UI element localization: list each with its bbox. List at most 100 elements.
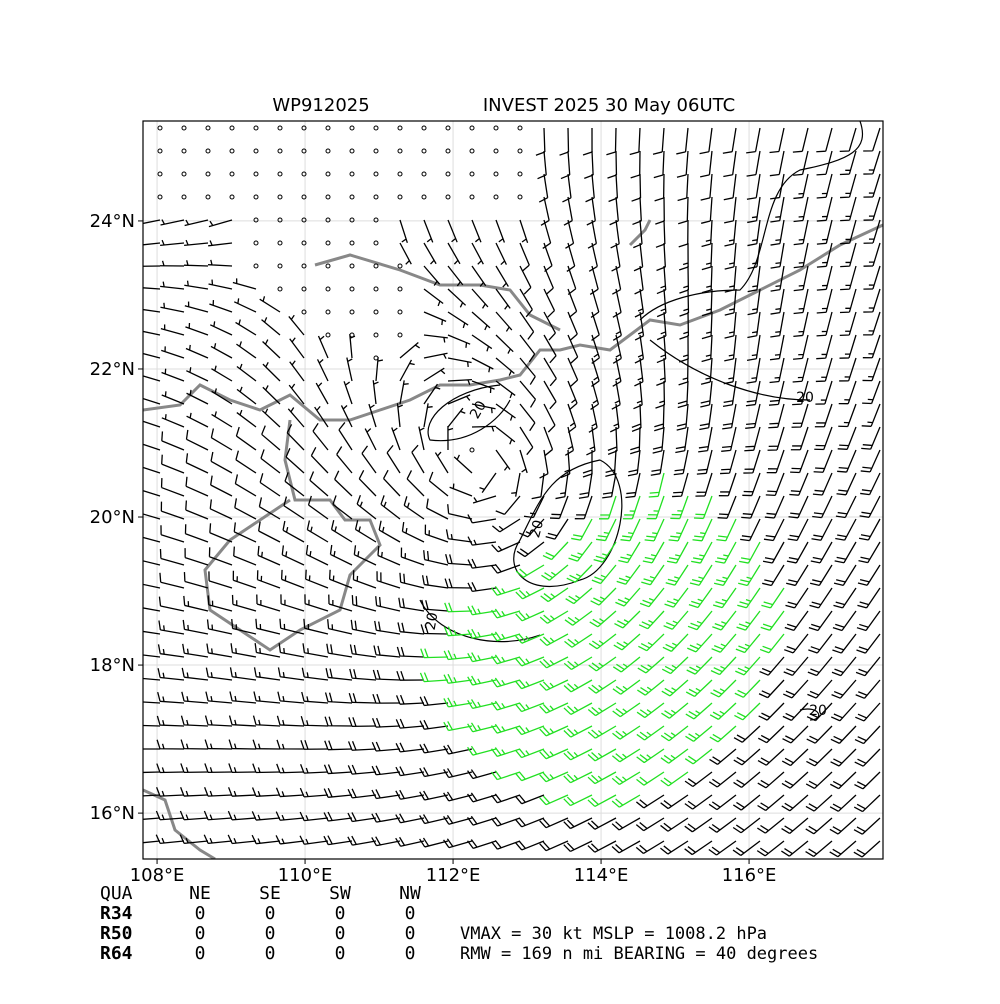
- coastline: [143, 788, 216, 859]
- wind-barb: [830, 725, 857, 744]
- calm-marker: [373, 148, 379, 154]
- calm-marker: [373, 263, 379, 269]
- wind-barb: [539, 610, 569, 624]
- wind-barb: [467, 722, 497, 733]
- wind-barb: [676, 150, 689, 178]
- wind-barb: [257, 545, 281, 566]
- wind-barb: [636, 702, 665, 719]
- wind-barb: [627, 449, 641, 477]
- wind-barb: [349, 334, 356, 359]
- wind-barb: [792, 380, 809, 406]
- table-cell: 0: [195, 943, 206, 964]
- calm-marker: [373, 286, 379, 292]
- wind-barb: [840, 219, 857, 245]
- wind-barb: [299, 787, 329, 798]
- wind-barb: [276, 739, 305, 750]
- wind-barb: [853, 794, 881, 813]
- wind-barb: [756, 840, 785, 857]
- wind-barb: [158, 596, 185, 612]
- wind-barb: [566, 242, 576, 272]
- wind-barb: [515, 587, 545, 600]
- calm-marker: [277, 286, 283, 292]
- wind-barb: [724, 242, 737, 270]
- wind-barb: [375, 596, 401, 612]
- wind-barb: [837, 426, 857, 450]
- wind-barb: [613, 633, 641, 651]
- wind-barb: [571, 518, 593, 541]
- wind-barb: [143, 513, 161, 520]
- wind-barb: [236, 386, 257, 405]
- wind-barb: [676, 403, 689, 431]
- wind-barb: [143, 489, 161, 497]
- wind-barb: [156, 715, 185, 727]
- wind-barb: [258, 497, 281, 520]
- wind-barb: [747, 219, 761, 247]
- wind-barb: [261, 317, 281, 336]
- wind-barb: [443, 650, 473, 661]
- wind-barb: [453, 454, 473, 474]
- wind-barb: [358, 470, 377, 497]
- wind-barb: [563, 679, 593, 693]
- wind-barb: [831, 656, 857, 677]
- wind-barb: [282, 520, 305, 543]
- wind-barb: [765, 472, 785, 497]
- wind-barb: [259, 473, 281, 497]
- wind-barb: [361, 445, 377, 474]
- wind-barb: [519, 288, 533, 318]
- wind-barb: [515, 633, 545, 644]
- wind-barb: [609, 403, 620, 433]
- wind-barb: [444, 578, 473, 589]
- wind-barb: [346, 357, 353, 382]
- wind-barb: [373, 645, 401, 658]
- wind-barb: [301, 667, 329, 681]
- wind-barb: [184, 548, 209, 566]
- wind-barb: [738, 564, 761, 587]
- wind-barb: [519, 518, 545, 538]
- wind-barb: [732, 817, 761, 834]
- wind-barb: [399, 359, 415, 382]
- wind-barb: [562, 173, 572, 203]
- wind-barb: [445, 529, 473, 543]
- calm-marker: [373, 125, 379, 131]
- wind-barb: [695, 472, 713, 497]
- table-header-cell: SW: [329, 883, 351, 904]
- wind-barb: [829, 794, 857, 812]
- wind-barb: [398, 597, 425, 612]
- y-tick-label: 20°N: [90, 507, 135, 528]
- calm-marker: [445, 194, 451, 200]
- wind-barb: [733, 771, 761, 788]
- wind-barb: [495, 311, 513, 332]
- wind-barb: [519, 449, 528, 474]
- calm-marker: [229, 171, 235, 177]
- wind-barb: [653, 150, 665, 179]
- wind-barb: [693, 495, 713, 520]
- wind-barb: [639, 587, 665, 608]
- y-tick-label: 22°N: [90, 359, 135, 380]
- wind-barb: [349, 644, 377, 658]
- calm-marker: [301, 125, 307, 131]
- wind-barb: [587, 771, 617, 785]
- wind-barb: [235, 319, 257, 336]
- wind-barb: [471, 311, 491, 331]
- wind-barb: [769, 150, 785, 177]
- wind-barb: [700, 380, 713, 408]
- wind-barb: [156, 739, 185, 750]
- wind-barb: [400, 547, 425, 566]
- wind-barb: [143, 397, 161, 405]
- calm-marker: [325, 240, 331, 246]
- table-cell: R64: [100, 943, 133, 964]
- wind-barb: [182, 619, 209, 635]
- wind-barb: [605, 449, 617, 478]
- wind-barb: [568, 541, 593, 562]
- wind-barb: [467, 536, 497, 546]
- wind-barb: [275, 835, 305, 845]
- wind-barb: [208, 547, 233, 566]
- wind-barb: [672, 472, 689, 498]
- wind-barb: [378, 520, 401, 543]
- wind-barb: [395, 813, 425, 824]
- wind-barb: [426, 498, 449, 520]
- wind-barb: [701, 334, 713, 363]
- wind-barb: [303, 618, 329, 635]
- wind-barb: [419, 743, 449, 754]
